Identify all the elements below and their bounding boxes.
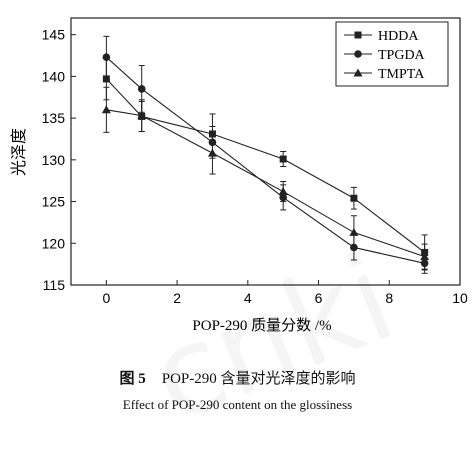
legend-label: TMPTA (378, 67, 425, 82)
x-tick-label: 2 (173, 290, 181, 306)
series-hdda (102, 57, 429, 271)
y-tick-label: 130 (42, 152, 66, 168)
data-point (101, 105, 111, 114)
x-tick-label: 4 (244, 290, 252, 306)
figure-caption-english: Effect of POP-290 content on the glossin… (122, 397, 353, 412)
series-layer (101, 35, 430, 274)
data-point (350, 194, 358, 202)
x-tick-label: 6 (315, 290, 323, 306)
figure-caption-chinese: 图 5 POP-290 含量对光泽度的影响 (0, 367, 475, 388)
legend-label: TPGDA (378, 48, 426, 63)
plot-frame (70, 17, 461, 286)
caption-chinese-text: POP-290 含量对光泽度的影响 (161, 371, 356, 387)
y-tick-label: 120 (42, 235, 66, 251)
series-line (105, 78, 425, 253)
x-tick-label: 8 (385, 290, 393, 306)
data-point (349, 227, 359, 236)
data-point (137, 85, 146, 93)
y-tick-label: 145 (42, 27, 66, 43)
axis-ticks: 0 2 4 6 8 10 115 120 125 130 135 140 145 (42, 27, 468, 306)
y-tick-label: 140 (42, 68, 66, 84)
glossiness-chart: 0 2 4 6 8 10 115 120 125 130 135 140 145 POP-290 质量分… (9, 17, 468, 334)
x-tick-label: 10 (452, 290, 468, 306)
y-axis-label: 光泽度 (9, 128, 28, 176)
data-point (207, 148, 217, 157)
legend-marker (354, 50, 362, 58)
legend-label: HDDA (378, 29, 419, 44)
legend-marker (353, 68, 363, 77)
figure-number: 图 5 (119, 371, 146, 387)
data-point (278, 187, 288, 196)
y-tick-label: 125 (42, 194, 66, 210)
data-point (137, 111, 147, 120)
legend-marker (354, 31, 362, 39)
y-tick-label: 115 (43, 277, 66, 293)
x-axis-label: POP-290 质量分数 /% (192, 317, 331, 334)
series-line (105, 56, 425, 264)
data-point (279, 155, 287, 163)
y-tick-label: 135 (42, 110, 66, 126)
series-tmpta (101, 86, 430, 270)
series-line (106, 109, 425, 258)
x-tick-label: 0 (102, 290, 110, 306)
data-point (102, 53, 111, 62)
data-point (102, 75, 110, 83)
data-point (420, 252, 430, 261)
legend: HDDA TPGDA TMPTA (335, 21, 449, 87)
